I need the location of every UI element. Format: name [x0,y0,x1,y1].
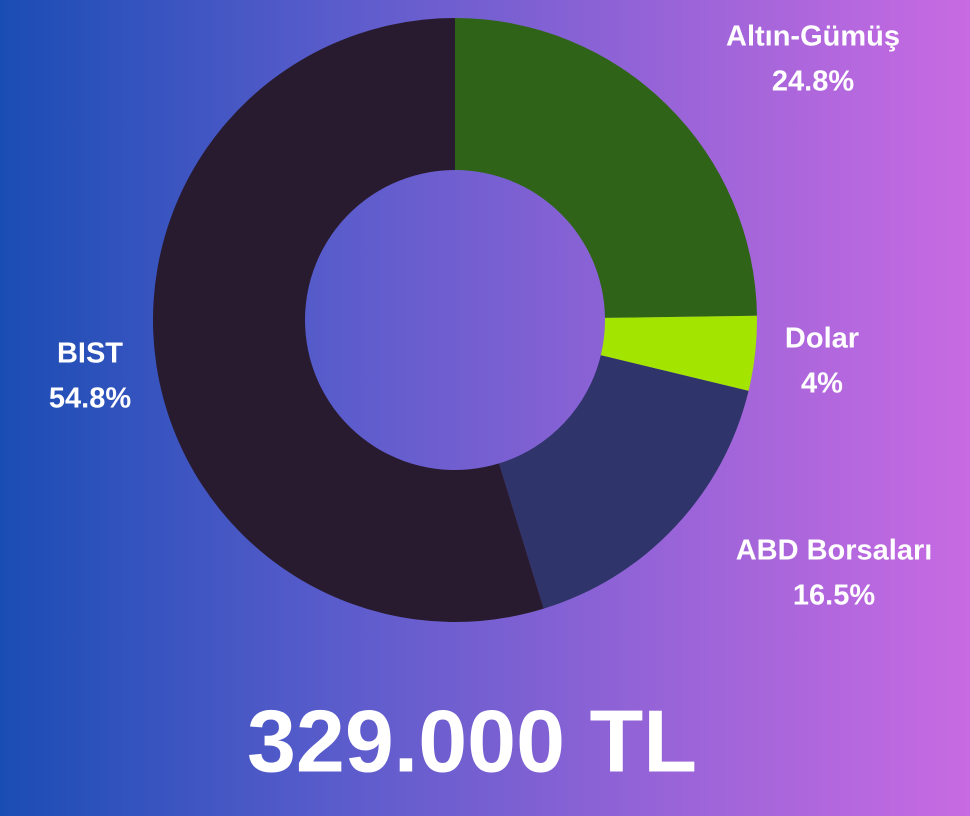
slice [600,315,758,391]
category-label: BIST [57,338,123,370]
category-label: ABD Borsaları [736,535,933,567]
slice [455,18,757,318]
slice [153,18,544,622]
value-label: 4% [801,368,843,400]
value-label: 16.5% [793,580,875,612]
value-label: 24.8% [772,66,854,98]
slice [499,355,749,609]
category-label: Altın-Gümüş [726,21,900,53]
total-label: 329.000 TL [247,691,697,790]
value-label: 54.8% [49,383,131,415]
category-label: Dolar [785,323,859,355]
